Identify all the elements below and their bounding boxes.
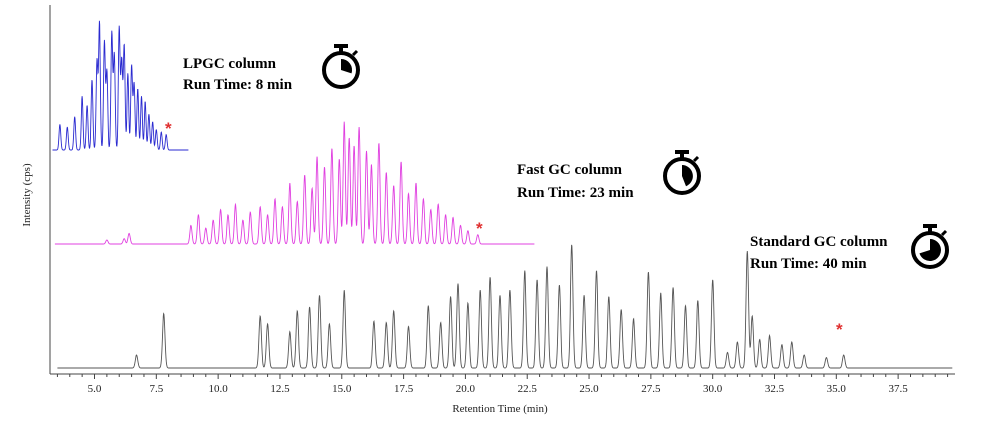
x-axis-title: Retention Time (min)	[452, 403, 548, 415]
annotation-fast-gc-title: Fast GC column	[517, 162, 623, 178]
stopwatch-icon	[663, 150, 701, 195]
x-tick-label: 7.5	[149, 383, 163, 395]
annotation-standard-gc-runtime: Run Time: 40 min	[750, 256, 867, 272]
annotation-standard-gc-title: Standard GC column	[750, 234, 888, 250]
x-tick-label: 27.5	[641, 383, 661, 395]
marker-lpgc: *	[165, 119, 172, 138]
x-tick-label: 37.5	[889, 383, 909, 395]
x-tick-group: 5.0 7.5 10.0 12.5 15.0 17.5 20.0 22.5 25.0 27.5 30…	[56, 374, 949, 395]
trace-lpgc	[52, 20, 189, 151]
trace-group	[52, 20, 953, 369]
x-tick-label: 17.5	[394, 383, 414, 395]
annotation-lpgc-runtime: Run Time: 8 min	[183, 77, 293, 93]
x-tick-label: 35.0	[827, 383, 847, 395]
x-tick-label: 25.0	[579, 383, 599, 395]
stopwatch-icon	[322, 44, 360, 89]
x-tick-label: 10.0	[209, 383, 229, 395]
x-tick-label: 12.5	[270, 383, 290, 395]
stopwatch-icon	[911, 224, 949, 269]
trace-standard-gc	[57, 244, 953, 369]
marker-standard-gc: *	[836, 320, 843, 339]
x-tick-label: 32.5	[765, 383, 785, 395]
marker-fast-gc: *	[476, 219, 483, 238]
x-tick-label: 15.0	[332, 383, 352, 395]
annotation-fast-gc-runtime: Run Time: 23 min	[517, 185, 634, 201]
x-tick-label: 5.0	[88, 383, 102, 395]
trace-fast-gc	[54, 121, 535, 245]
y-axis-title: Intensity (cps)	[21, 163, 33, 227]
x-tick-label: 30.0	[703, 383, 723, 395]
x-tick-label: 22.5	[518, 383, 538, 395]
annotation-lpgc-title: LPGC column	[183, 56, 277, 72]
x-tick-label: 20.0	[456, 383, 476, 395]
